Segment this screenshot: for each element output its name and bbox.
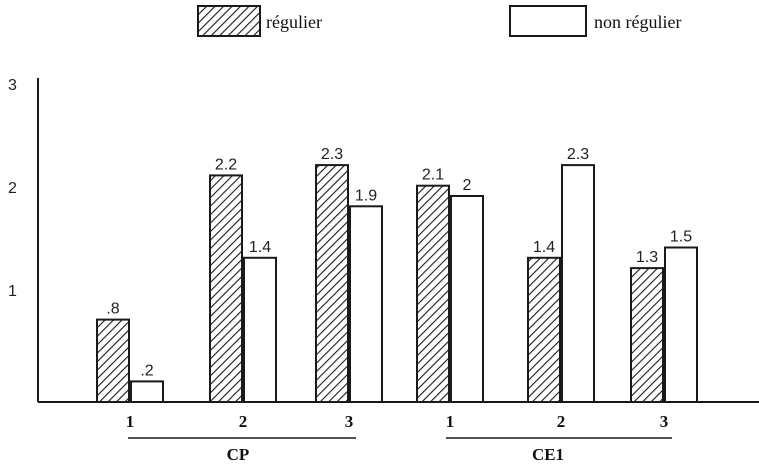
bar-regulier-ce1-3 bbox=[630, 267, 664, 403]
data-label-non-regulier-cp-2: 1.4 bbox=[249, 239, 271, 256]
bar-non-regulier-ce1-2 bbox=[561, 164, 595, 403]
y-tick-label-1: 1 bbox=[8, 283, 17, 300]
legend-swatch-non-regulier bbox=[509, 5, 587, 37]
data-label-regulier-ce1-3: 1.3 bbox=[636, 249, 658, 266]
bar-non-regulier-cp-3 bbox=[349, 205, 383, 403]
legend-label-non-regulier: non régulier bbox=[594, 12, 681, 32]
category-label-ce1-1: 1 bbox=[446, 412, 455, 431]
y-tick-label-2: 2 bbox=[8, 180, 17, 197]
data-label-non-regulier-cp-3: 1.9 bbox=[355, 187, 377, 204]
legend-label-regulier: régulier bbox=[266, 12, 322, 32]
group-label-ce1: CE1 bbox=[532, 445, 564, 464]
data-label-regulier-ce1-2: 1.4 bbox=[533, 239, 555, 256]
data-label-regulier-cp-3: 2.3 bbox=[321, 146, 343, 163]
bar-regulier-ce1-2 bbox=[527, 256, 561, 403]
bar-non-regulier-ce1-3 bbox=[664, 246, 698, 403]
data-label-regulier-cp-1: .8 bbox=[106, 301, 119, 318]
data-label-non-regulier-ce1-1: 2 bbox=[463, 177, 472, 194]
bar-non-regulier-ce1-1 bbox=[450, 195, 484, 403]
bar-regulier-cp-3 bbox=[315, 164, 349, 403]
data-label-regulier-ce1-1: 2.1 bbox=[422, 167, 444, 184]
data-label-regulier-cp-2: 2.2 bbox=[215, 156, 237, 173]
category-label-cp-3: 3 bbox=[345, 412, 354, 431]
y-tick-label-3: 3 bbox=[8, 77, 17, 94]
bar-regulier-cp-1 bbox=[96, 318, 130, 404]
bar-non-regulier-cp-2 bbox=[243, 256, 277, 403]
data-label-non-regulier-ce1-2: 2.3 bbox=[567, 146, 589, 163]
data-label-non-regulier-ce1-3: 1.5 bbox=[670, 229, 692, 246]
legend: régulier non régulier bbox=[197, 5, 681, 37]
bar-regulier-cp-2 bbox=[209, 174, 243, 403]
category-label-cp-1: 1 bbox=[126, 412, 135, 431]
category-label-ce1-2: 2 bbox=[557, 412, 566, 431]
bars-layer: .8 2.2 2.3 2.1 1.4 1.3 .2 1.4 1.9 2 2.3 1.5 bbox=[96, 146, 698, 404]
bar-regulier-ce1-1 bbox=[416, 184, 450, 403]
data-label-non-regulier-cp-1: .2 bbox=[140, 362, 153, 379]
bar-non-regulier-cp-1 bbox=[130, 380, 164, 403]
group-label-cp: CP bbox=[227, 445, 250, 464]
legend-swatch-regulier bbox=[197, 5, 261, 37]
category-label-cp-2: 2 bbox=[239, 412, 248, 431]
category-label-ce1-3: 3 bbox=[660, 412, 669, 431]
